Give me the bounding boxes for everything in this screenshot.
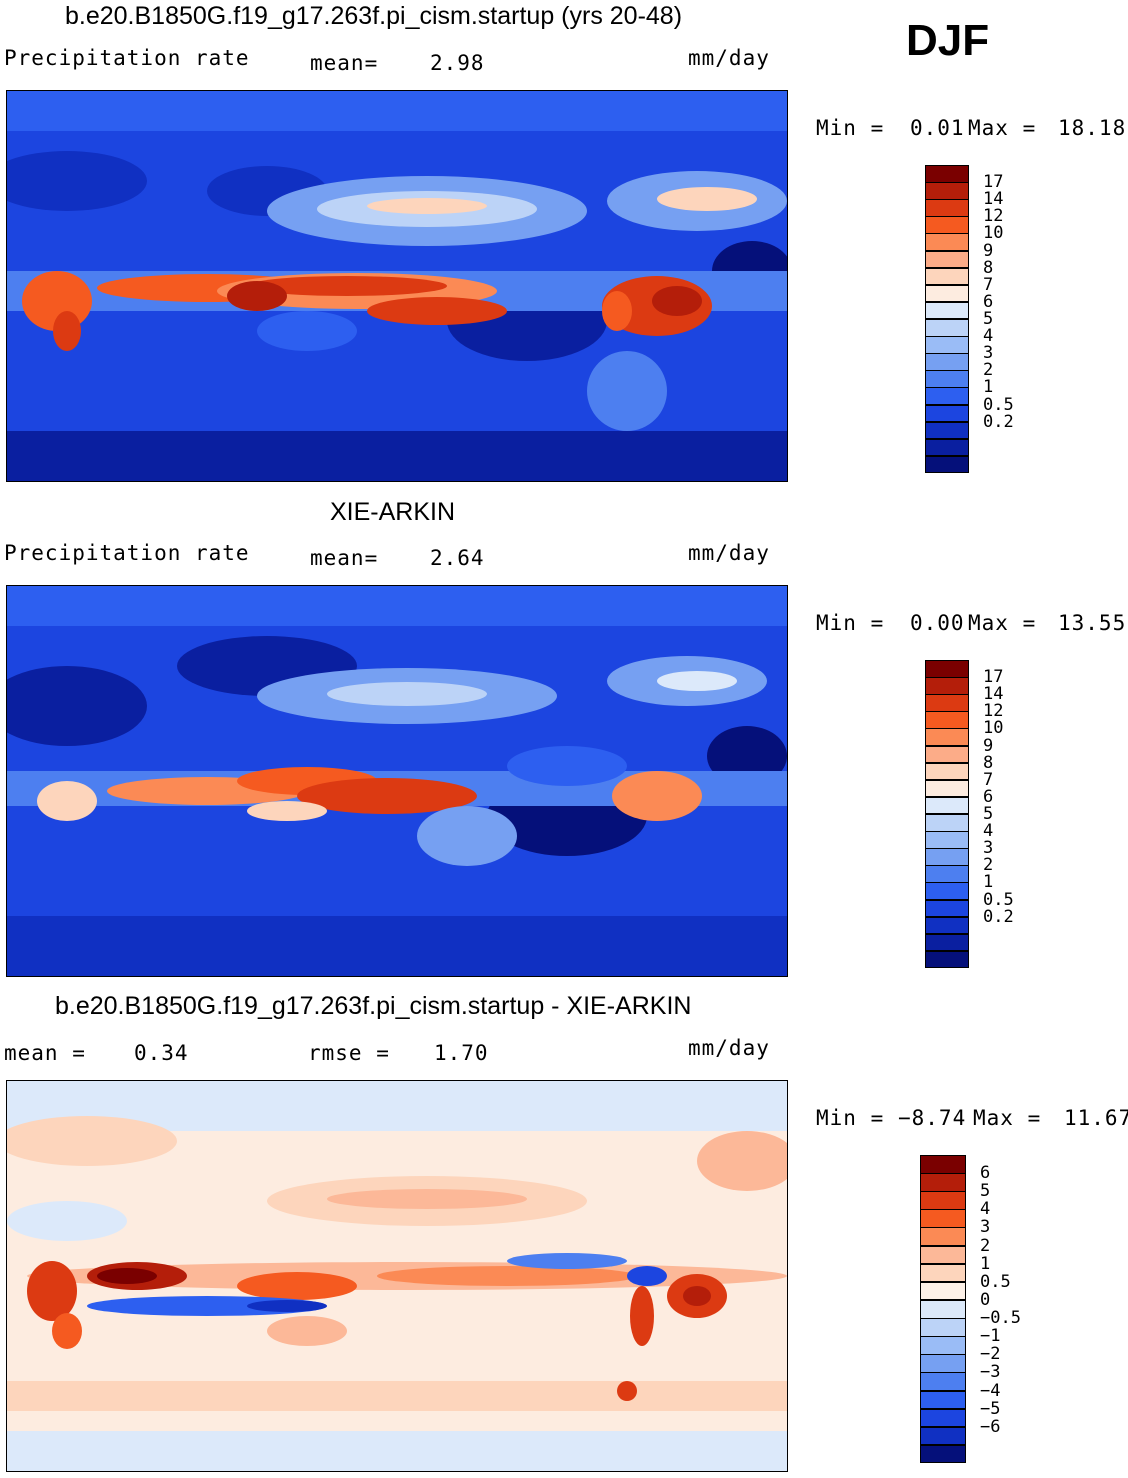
colorbar-label: 3 [983, 343, 994, 364]
panel-1-min-label: Min = [816, 116, 885, 140]
colorbar-label: −0.5 [980, 1308, 1021, 1329]
panel-1-mean-value: 2.98 [430, 51, 485, 75]
colorbar-label: 4 [983, 326, 994, 347]
colorbar-label: 5 [980, 1181, 991, 1202]
colorbar-label: 3 [983, 838, 994, 859]
colorbar-label: 0.5 [983, 394, 1014, 415]
panel-1-field [7, 91, 787, 481]
panel-3-min-value: −8.74 [898, 1106, 967, 1130]
colorbar-label: 5 [983, 804, 994, 824]
colorbar-frame [925, 165, 969, 473]
colorbar-label: 5 [983, 309, 994, 329]
colorbar-label: −3 [980, 1362, 1001, 1383]
colorbar-label: 12 [983, 701, 1004, 722]
colorbar-label: 6 [980, 1163, 991, 1184]
panel-3-mean-value: 0.34 [134, 1041, 189, 1065]
colorbar-label: 1 [983, 872, 994, 893]
colorbar-label: 17 [983, 172, 1004, 193]
panel-1-max-label: Max = [968, 116, 1037, 140]
colorbar-label: −2 [980, 1344, 1001, 1365]
panel-2-min-label: Min = [816, 611, 885, 635]
colorbar-label: 9 [983, 240, 994, 261]
panel-3-min-label: Min = [816, 1106, 885, 1130]
colorbar-label: 4 [983, 821, 994, 842]
panel-1-min-value: 0.01 [910, 116, 965, 140]
panel-2-max-label: Max = [968, 611, 1037, 635]
colorbar-label: 3 [980, 1217, 991, 1238]
panel-1-mean-label: mean= [310, 51, 379, 75]
season-label: DJF [906, 16, 990, 65]
panel-3-map [6, 1080, 788, 1472]
colorbar-label: 10 [983, 223, 1004, 244]
colorbar-label: 10 [983, 718, 1004, 739]
colorbar-label: 0.2 [983, 906, 1014, 927]
colorbar-label: 2 [983, 360, 994, 381]
panel-2-min-value: 0.00 [910, 611, 965, 635]
colorbar-label: 2 [983, 855, 994, 876]
panel-2-title: XIE-ARKIN [330, 498, 456, 526]
panel-1-max-value: 18.18 [1058, 116, 1127, 140]
colorbar-label: −1 [980, 1326, 1001, 1347]
colorbar-frame [925, 660, 969, 968]
panel-3-units: mm/day [688, 1036, 770, 1060]
colorbar-label: 4 [980, 1199, 991, 1220]
colorbar-label: 14 [983, 189, 1004, 210]
panel-2-max-value: 13.55 [1058, 611, 1127, 635]
colorbar-label: 17 [983, 667, 1004, 688]
panel-3-field [7, 1081, 787, 1471]
panel-2-map [6, 585, 788, 977]
panel-3-mean-label: mean = [4, 1041, 86, 1065]
panel-1-title: b.e20.B1850G.f19_g17.263f.pi_cism.startu… [65, 2, 683, 30]
colorbar-label: 14 [983, 684, 1004, 705]
colorbar-label: 1 [980, 1253, 991, 1274]
colorbar-label: 7 [983, 274, 994, 295]
colorbar-label: −5 [980, 1398, 1001, 1419]
panel-1-units: mm/day [688, 46, 770, 70]
colorbar-frame [920, 1155, 966, 1463]
colorbar-label: 0 [980, 1289, 991, 1310]
panel-3-rmse-value: 1.70 [434, 1041, 489, 1065]
panel-2-field [7, 586, 787, 976]
colorbar-label: 0.2 [983, 411, 1014, 432]
panel-3-max-value: 11.67 [1064, 1106, 1128, 1130]
panel-3-rmse-label: rmse = [308, 1041, 390, 1065]
panel-3-max-label: Max = [973, 1106, 1042, 1130]
colorbar-label: 2 [980, 1235, 991, 1256]
colorbar-label: 8 [983, 257, 994, 278]
panel-1-map [6, 90, 788, 482]
colorbar-label: 7 [983, 769, 994, 790]
colorbar-label: 9 [983, 735, 994, 756]
colorbar-label: 0.5 [983, 889, 1014, 910]
panel-2-mean-value: 2.64 [430, 546, 485, 570]
colorbar-label: 1 [983, 377, 994, 398]
panel-3-title: b.e20.B1850G.f19_g17.263f.pi_cism.startu… [55, 992, 692, 1020]
colorbar-label: 6 [983, 291, 994, 312]
colorbar-label: 8 [983, 752, 994, 773]
colorbar-label: −4 [980, 1380, 1001, 1401]
panel-1-variable: Precipitation rate [4, 46, 250, 70]
panel-2-mean-label: mean= [310, 546, 379, 570]
colorbar-label: 12 [983, 206, 1004, 227]
colorbar-label: −6 [980, 1416, 1001, 1437]
panel-2-variable: Precipitation rate [4, 541, 250, 565]
colorbar-label: 0.5 [980, 1271, 1011, 1292]
panel-2-units: mm/day [688, 541, 770, 565]
colorbar-label: 6 [983, 786, 994, 807]
